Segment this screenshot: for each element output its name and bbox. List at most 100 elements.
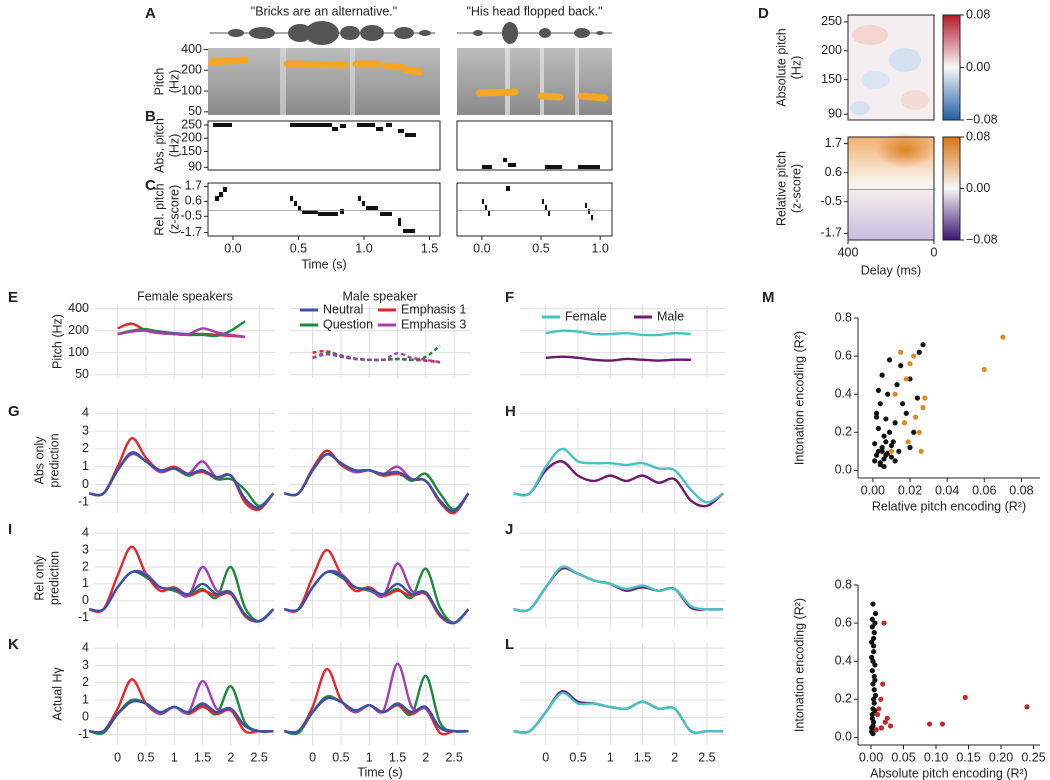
y-axis-label: Actual Hγ	[50, 667, 64, 721]
y-tick-label: 400	[181, 42, 202, 56]
raster-bar	[357, 123, 375, 127]
y-axis-label: Pitch	[152, 68, 166, 96]
raster-bar	[548, 211, 550, 216]
colorbar	[942, 14, 961, 121]
scatter-point	[873, 727, 879, 733]
y-tick-label: 2	[82, 441, 89, 455]
y-tick-label: 100	[68, 345, 89, 359]
series-line	[89, 451, 275, 509]
spectrogram	[540, 48, 544, 115]
scatter-point	[871, 649, 877, 655]
scatter-point	[886, 357, 893, 363]
series-line	[117, 327, 246, 338]
y-tick-label: −0.08	[966, 232, 998, 246]
y-tick-label: 1.7	[825, 136, 842, 150]
scatter-point	[872, 458, 878, 464]
raster-bar	[588, 209, 590, 214]
scatter-point	[872, 692, 879, 699]
plot-frame	[207, 120, 441, 171]
y-axis-label: Abs only	[32, 436, 46, 485]
heatmap-cell	[861, 71, 889, 89]
raster-bar	[302, 210, 318, 214]
waveform	[419, 30, 431, 36]
scatter-point	[920, 404, 926, 411]
spectrogram	[457, 48, 612, 115]
scatter-point	[911, 353, 917, 359]
y-tick-label: 0	[82, 477, 89, 491]
scatter-point	[872, 610, 879, 617]
y-tick-label: 1	[82, 576, 89, 590]
scatter-point	[879, 372, 885, 378]
panel-letter: A	[145, 5, 156, 22]
scatter-point	[894, 382, 900, 388]
series-line	[89, 699, 274, 734]
y-axis-label: Pitch (Hz)	[50, 314, 64, 369]
spectrogram	[208, 48, 612, 115]
y-axis-label: (z-score)	[789, 164, 803, 213]
y-tick-label: 200	[821, 43, 842, 57]
scatter-point	[869, 668, 875, 674]
waveform	[394, 27, 414, 39]
raster-bar	[485, 205, 487, 210]
x-tick-label: 0.5	[532, 241, 549, 255]
x-tick-label: 1.0	[591, 241, 608, 255]
raster-bar	[398, 129, 404, 133]
y-tick-label: 400	[68, 301, 89, 315]
y-axis-label: prediction	[47, 433, 61, 487]
scatter-point	[880, 681, 886, 687]
y-tick-label: 0.00	[966, 181, 990, 195]
x-axis-label: Relative pitch encoding (R²)	[872, 499, 1026, 513]
scatter-point	[882, 719, 888, 725]
waveform	[288, 24, 312, 42]
scatter-point	[883, 452, 889, 458]
raster-bar	[340, 124, 346, 128]
y-tick-label: 0.8	[835, 577, 852, 591]
y-axis-label: (Hz)	[789, 56, 803, 80]
panel-letter: B	[145, 108, 156, 125]
y-axis-label: Intonation encoding (R²)	[792, 331, 806, 465]
y-tick-label: 3	[82, 658, 89, 672]
raster-bar	[294, 201, 297, 206]
heatmap-cell	[901, 90, 929, 110]
raster-bar	[332, 127, 338, 131]
y-tick-label: 150	[181, 144, 202, 158]
spectrogram	[350, 48, 355, 115]
y-tick-label: 200	[68, 323, 89, 337]
series-line	[513, 691, 724, 735]
scatter-point	[879, 444, 885, 451]
scatter-point	[875, 448, 882, 454]
x-tick-label: 0.05	[891, 750, 915, 764]
x-tick-label: 1	[607, 750, 614, 764]
scatter-point	[1024, 704, 1030, 710]
scatter-point	[903, 376, 909, 382]
panel-letter: H	[505, 403, 516, 420]
scatter-point	[916, 349, 922, 355]
raster-bar	[591, 215, 593, 220]
waveform	[340, 26, 360, 40]
y-tick-label: 50	[75, 367, 89, 381]
y-tick-label: -1.7	[180, 225, 202, 239]
y-axis-label: (Hz)	[167, 134, 181, 158]
y-tick-label: 2	[82, 675, 89, 689]
panel-letter: I	[8, 521, 12, 538]
x-tick-label: 0.25	[1021, 750, 1045, 764]
panel-letter: L	[505, 636, 514, 653]
sentence-title: "His head flopped back."	[466, 4, 602, 18]
x-tick-label: 2	[422, 750, 429, 764]
scatter-point	[871, 687, 877, 693]
scatter-point	[873, 414, 880, 420]
series-line	[545, 355, 691, 362]
scatter-point	[878, 725, 885, 731]
y-tick-label: 0.6	[835, 615, 852, 629]
scatter-point	[888, 454, 895, 460]
x-axis-label: Time (s)	[357, 765, 402, 779]
scatter-point	[903, 410, 909, 416]
raster-bar	[405, 133, 416, 137]
series-line	[284, 449, 470, 515]
raster-bar	[503, 158, 507, 162]
scatter-point	[920, 342, 926, 348]
scatter-point	[870, 601, 876, 607]
raster-bar	[208, 123, 612, 233]
x-tick-label: 0.00	[859, 750, 883, 764]
